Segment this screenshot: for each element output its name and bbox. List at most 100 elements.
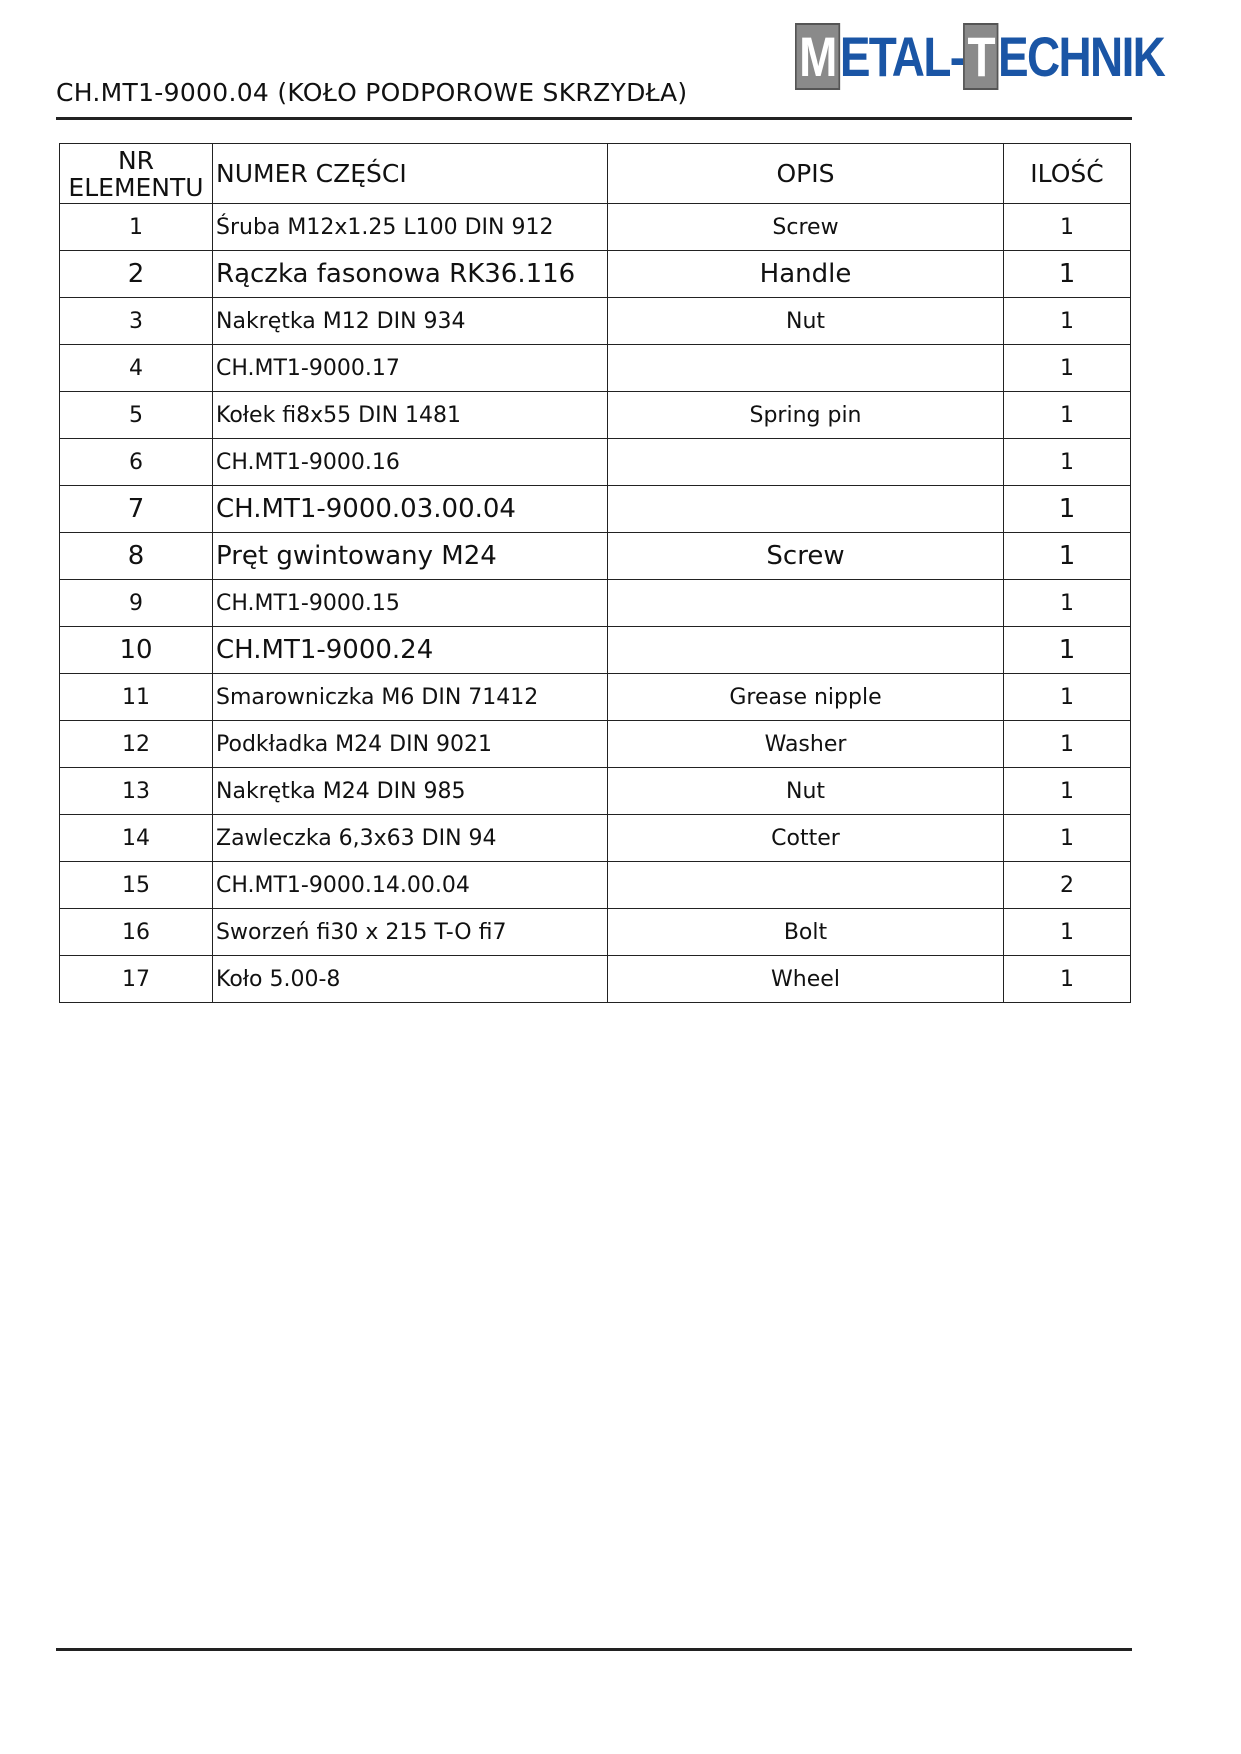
column-header: NUMER CZĘŚCI [212,143,608,204]
table-cell [607,861,1004,909]
header-rule [56,117,1132,120]
document-title: CH.MT1-9000.04 (KOŁO PODPOROWE SKRZYDŁA) [56,78,688,107]
table-row: 6 CH.MT1-9000.16 1 [59,438,1131,486]
table-row: 13 Nakrętka M24 DIN 985 Nut 1 [59,767,1131,815]
table-cell: Sworzeń fi30 x 215 T-O fi7 [212,908,608,956]
column-header: ILOŚĆ [1003,143,1131,204]
table-cell [607,344,1004,392]
table-cell: Cotter [607,814,1004,862]
table-row: 7 CH.MT1-9000.03.00.04 1 [59,485,1131,533]
table-cell: Handle [607,250,1004,298]
table-cell: 1 [1003,532,1131,580]
table-cell: 16 [59,908,213,956]
table-row: 17 Koło 5.00-8 Wheel 1 [59,955,1131,1003]
table-row: 15 CH.MT1-9000.14.00.04 2 [59,861,1131,909]
table-row: 2 Rączka fasonowa RK36.116 Handle 1 [59,250,1131,298]
table-cell: 12 [59,720,213,768]
table-cell: Rączka fasonowa RK36.116 [212,250,608,298]
table-cell: CH.MT1-9000.24 [212,626,608,674]
table-cell: CH.MT1-9000.14.00.04 [212,861,608,909]
table-cell: 7 [59,485,213,533]
table-row: 11 Smarowniczka M6 DIN 71412 Grease nipple… [59,673,1131,721]
table-cell: 10 [59,626,213,674]
table-cell [607,438,1004,486]
table-cell: 1 [1003,203,1131,251]
column-header: NR ELEMENTU [59,143,213,204]
table-cell: 2 [59,250,213,298]
table-cell: Zawleczka 6,3x63 DIN 94 [212,814,608,862]
table-cell: CH.MT1-9000.03.00.04 [212,485,608,533]
table-cell: 5 [59,391,213,439]
table-cell: CH.MT1-9000.16 [212,438,608,486]
table-row: 10 CH.MT1-9000.24 1 [59,626,1131,674]
table-cell: Koło 5.00-8 [212,955,608,1003]
logo-part: ECHNIK [998,25,1166,88]
table-cell: Nut [607,767,1004,815]
table-cell: 14 [59,814,213,862]
table-cell: CH.MT1-9000.15 [212,579,608,627]
table-cell: 1 [1003,626,1131,674]
table-cell: 6 [59,438,213,486]
column-header: OPIS [607,143,1004,204]
table-cell: Wheel [607,955,1004,1003]
table-cell: Washer [607,720,1004,768]
table-cell: 1 [1003,955,1131,1003]
table-cell: Screw [607,203,1004,251]
table-cell: Śruba M12x1.25 L100 DIN 912 [212,203,608,251]
logo: METAL-TECHNIK [795,23,1166,90]
table-cell: 1 [1003,767,1131,815]
table-row: 3 Nakrętka M12 DIN 934 Nut 1 [59,297,1131,345]
logo-part: ETAL- [839,25,965,88]
table-row: 4 CH.MT1-9000.17 1 [59,344,1131,392]
table-cell [607,485,1004,533]
table-body: 1 Śruba M12x1.25 L100 DIN 912 Screw 1 2 Rączk… [59,203,1131,1003]
table-row: 12 Podkładka M24 DIN 9021 Washer 1 [59,720,1131,768]
table-row: 1 Śruba M12x1.25 L100 DIN 912 Screw 1 [59,203,1131,251]
table-cell: 1 [1003,673,1131,721]
table-cell: Screw [607,532,1004,580]
table-cell: Grease nipple [607,673,1004,721]
table-cell: 1 [1003,250,1131,298]
table-cell: Smarowniczka M6 DIN 71412 [212,673,608,721]
table-cell: 1 [1003,485,1131,533]
table-cell: 1 [1003,391,1131,439]
table-cell: 1 [1003,344,1131,392]
table-cell: 11 [59,673,213,721]
table-cell: Kołek fi8x55 DIN 1481 [212,391,608,439]
table-cell: 1 [59,203,213,251]
table-cell: 4 [59,344,213,392]
table-cell: 8 [59,532,213,580]
table-cell: Pręt gwintowany M24 [212,532,608,580]
table-cell: 1 [1003,720,1131,768]
table-cell: Spring pin [607,391,1004,439]
logo-part: T [963,23,999,90]
parts-table: NR ELEMENTU NUMER CZĘŚCI OPIS ILOŚĆ 1 Śruba … [59,143,1131,1003]
header-row: NR ELEMENTU NUMER CZĘŚCI OPIS ILOŚĆ [59,143,1131,204]
table-cell [607,626,1004,674]
table-row: 8 Pręt gwintowany M24 Screw 1 [59,532,1131,580]
table-row: 14 Zawleczka 6,3x63 DIN 94 Cotter 1 [59,814,1131,862]
table-cell: Bolt [607,908,1004,956]
table-cell: 15 [59,861,213,909]
table-cell: 1 [1003,438,1131,486]
logo-part: M [795,23,840,90]
table-row: 5 Kołek fi8x55 DIN 1481 Spring pin 1 [59,391,1131,439]
table-cell [607,579,1004,627]
table-cell: 9 [59,579,213,627]
table-cell: 3 [59,297,213,345]
table-cell: Nakrętka M24 DIN 985 [212,767,608,815]
table-row: 9 CH.MT1-9000.15 1 [59,579,1131,627]
table-cell: 2 [1003,861,1131,909]
table-cell: 1 [1003,908,1131,956]
table-cell: 17 [59,955,213,1003]
table-cell: Podkładka M24 DIN 9021 [212,720,608,768]
table-cell: CH.MT1-9000.17 [212,344,608,392]
table-cell: 1 [1003,297,1131,345]
table-cell: 13 [59,767,213,815]
footer-rule [56,1648,1132,1651]
table-cell: Nut [607,297,1004,345]
table-cell: Nakrętka M12 DIN 934 [212,297,608,345]
table-cell: 1 [1003,814,1131,862]
table-row: 16 Sworzeń fi30 x 215 T-O fi7 Bolt 1 [59,908,1131,956]
